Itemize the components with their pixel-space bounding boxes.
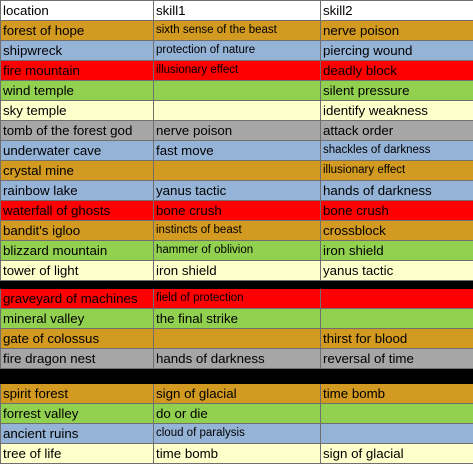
cell-skill1[interactable]: do or die bbox=[153, 403, 321, 424]
separator-cell bbox=[320, 280, 473, 289]
table-row: tree of life time bomb sign of glacial bbox=[0, 443, 473, 464]
table-row: bandit's igloo instincts of beast crossblo… bbox=[0, 220, 473, 241]
cell-skill1[interactable]: instincts of beast bbox=[153, 220, 321, 241]
table-row: rainbow lake yanus tactic hands of darknes… bbox=[0, 180, 473, 201]
cell-skill2[interactable]: piercing wound bbox=[320, 40, 473, 61]
separator-cell bbox=[0, 280, 154, 289]
cell-skill2[interactable]: yanus tactic bbox=[320, 260, 473, 281]
cell-location[interactable]: forrest valley bbox=[0, 403, 154, 424]
table-row: tomb of the forest god nerve poison attack… bbox=[0, 120, 473, 141]
cell-location[interactable]: tomb of the forest god bbox=[0, 120, 154, 141]
cell-skill1[interactable]: yanus tactic bbox=[153, 180, 321, 201]
table-row: underwater cave fast move shackles of dark… bbox=[0, 140, 473, 161]
cell-skill2[interactable]: deadly block bbox=[320, 60, 473, 81]
table-row: forrest valley do or die bbox=[0, 403, 473, 424]
cell-skill2[interactable]: shackles of darkness bbox=[320, 140, 473, 161]
cell-location[interactable]: gate of colossus bbox=[0, 328, 154, 349]
table-body: forest of hope sixth sense of the beast ne… bbox=[0, 20, 473, 464]
cell-location[interactable]: ancient ruins bbox=[0, 423, 154, 444]
cell-skill1[interactable]: fast move bbox=[153, 140, 321, 161]
table-row: gate of colossus thirst for blood bbox=[0, 328, 473, 349]
cell-location[interactable]: crystal mine bbox=[0, 160, 154, 181]
table-row: waterfall of ghosts bone crush bone crush bbox=[0, 200, 473, 221]
cell-skill1[interactable] bbox=[153, 80, 321, 101]
cell-skill2[interactable]: identify weakness bbox=[320, 100, 473, 121]
header-skill1[interactable]: skill1 bbox=[153, 0, 321, 21]
cell-skill2[interactable] bbox=[320, 423, 473, 444]
cell-skill2[interactable] bbox=[320, 403, 473, 424]
cell-skill1[interactable]: sign of glacial bbox=[153, 383, 321, 404]
cell-skill1[interactable]: time bomb bbox=[153, 443, 321, 464]
cell-skill2[interactable] bbox=[320, 308, 473, 329]
cell-skill2[interactable] bbox=[320, 288, 473, 309]
table-row: blizzard mountain hammer of oblivion iron … bbox=[0, 240, 473, 261]
cell-skill1[interactable]: illusionary effect bbox=[153, 60, 321, 81]
cell-skill1[interactable]: sixth sense of the beast bbox=[153, 20, 321, 41]
cell-skill2[interactable]: nerve poison bbox=[320, 20, 473, 41]
cell-skill2[interactable]: silent pressure bbox=[320, 80, 473, 101]
separator-cell bbox=[320, 368, 473, 384]
cell-skill2[interactable]: crossblock bbox=[320, 220, 473, 241]
table-row: forest of hope sixth sense of the beast ne… bbox=[0, 20, 473, 41]
cell-skill1[interactable]: iron shield bbox=[153, 260, 321, 281]
cell-location[interactable]: mineral valley bbox=[0, 308, 154, 329]
separator-cell bbox=[153, 368, 321, 384]
cell-skill2[interactable]: illusionary effect bbox=[320, 160, 473, 181]
cell-skill2[interactable]: hands of darkness bbox=[320, 180, 473, 201]
cell-skill1[interactable] bbox=[153, 328, 321, 349]
cell-skill2[interactable]: bone crush bbox=[320, 200, 473, 221]
cell-skill2[interactable]: reversal of time bbox=[320, 348, 473, 369]
cell-location[interactable]: tower of light bbox=[0, 260, 154, 281]
cell-skill2[interactable]: sign of glacial bbox=[320, 443, 473, 464]
table-header: location skill1 skill2 bbox=[0, 0, 473, 21]
cell-location[interactable]: underwater cave bbox=[0, 140, 154, 161]
cell-skill1[interactable]: hammer of oblivion bbox=[153, 240, 321, 261]
separator-cell bbox=[0, 368, 154, 384]
cell-skill1[interactable] bbox=[153, 100, 321, 121]
cell-location[interactable]: forest of hope bbox=[0, 20, 154, 41]
cell-location[interactable]: shipwreck bbox=[0, 40, 154, 61]
table-row: wind temple silent pressure bbox=[0, 80, 473, 101]
table-row: sky temple identify weakness bbox=[0, 100, 473, 121]
table-row: shipwreck protection of nature piercing wo… bbox=[0, 40, 473, 61]
cell-skill1[interactable]: field of protection bbox=[153, 288, 321, 309]
cell-location[interactable]: rainbow lake bbox=[0, 180, 154, 201]
table-row: spirit forest sign of glacial time bomb bbox=[0, 383, 473, 404]
cell-skill1[interactable]: bone crush bbox=[153, 200, 321, 221]
separator-cell bbox=[153, 280, 321, 289]
table-row: fire mountain illusionary effect deadly bl… bbox=[0, 60, 473, 81]
cell-skill2[interactable]: thirst for blood bbox=[320, 328, 473, 349]
table-row: ancient ruins cloud of paralysis bbox=[0, 423, 473, 444]
cell-location[interactable]: sky temple bbox=[0, 100, 154, 121]
cell-location[interactable]: fire mountain bbox=[0, 60, 154, 81]
cell-skill2[interactable]: attack order bbox=[320, 120, 473, 141]
cell-skill1[interactable]: the final strike bbox=[153, 308, 321, 329]
cell-location[interactable]: bandit's igloo bbox=[0, 220, 154, 241]
table-row: crystal mine illusionary effect bbox=[0, 160, 473, 181]
cell-location[interactable]: tree of life bbox=[0, 443, 154, 464]
table-row: mineral valley the final strike bbox=[0, 308, 473, 329]
table-row: graveyard of machines field of protection bbox=[0, 288, 473, 309]
header-row: location skill1 skill2 bbox=[0, 0, 473, 21]
separator-row bbox=[0, 280, 473, 289]
cell-location[interactable]: spirit forest bbox=[0, 383, 154, 404]
separator-row bbox=[0, 368, 473, 384]
cell-location[interactable]: graveyard of machines bbox=[0, 288, 154, 309]
cell-skill1[interactable]: nerve poison bbox=[153, 120, 321, 141]
table-row: fire dragon nest hands of darkness reversa… bbox=[0, 348, 473, 369]
cell-skill2[interactable]: time bomb bbox=[320, 383, 473, 404]
cell-skill1[interactable] bbox=[153, 160, 321, 181]
cell-location[interactable]: wind temple bbox=[0, 80, 154, 101]
cell-skill1[interactable]: protection of nature bbox=[153, 40, 321, 61]
cell-location[interactable]: blizzard mountain bbox=[0, 240, 154, 261]
cell-skill2[interactable]: iron shield bbox=[320, 240, 473, 261]
header-skill2[interactable]: skill2 bbox=[320, 0, 473, 21]
cell-skill1[interactable]: hands of darkness bbox=[153, 348, 321, 369]
cell-skill1[interactable]: cloud of paralysis bbox=[153, 423, 321, 444]
cell-location[interactable]: waterfall of ghosts bbox=[0, 200, 154, 221]
cell-location[interactable]: fire dragon nest bbox=[0, 348, 154, 369]
table-row: tower of light iron shield yanus tactic bbox=[0, 260, 473, 281]
header-location[interactable]: location bbox=[0, 0, 154, 21]
